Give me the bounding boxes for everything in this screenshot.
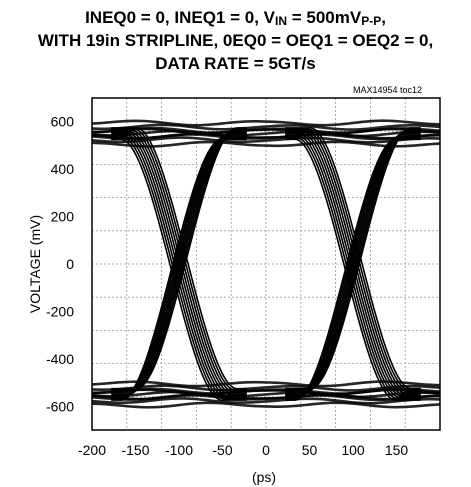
low-level-trace bbox=[92, 390, 440, 399]
chart-title-line2: WITH 19in STRIPLINE, 0EQ0 = OEQ1 = OEQ2 … bbox=[37, 31, 434, 50]
y-tick-label: -400 bbox=[46, 351, 74, 367]
low-level-trace bbox=[92, 388, 440, 396]
falling-edge-trace bbox=[111, 129, 247, 393]
falling-edge-trace bbox=[285, 138, 421, 401]
y-tick-label: -600 bbox=[46, 398, 74, 414]
rising-edge-trace bbox=[285, 128, 421, 391]
high-level-trace bbox=[92, 123, 440, 131]
x-tick-label: -150 bbox=[121, 442, 149, 458]
high-level-trace bbox=[92, 129, 440, 138]
falling-edge-trace bbox=[285, 129, 421, 393]
x-tick-label: 50 bbox=[302, 442, 318, 458]
y-tick-label: 400 bbox=[51, 161, 75, 177]
y-tick-label: 200 bbox=[51, 209, 75, 225]
falling-edge-trace bbox=[111, 131, 247, 394]
falling-edge-trace bbox=[285, 132, 421, 396]
falling-edge-trace bbox=[285, 128, 421, 391]
low-level-trace bbox=[92, 393, 440, 402]
plot-frame bbox=[91, 97, 441, 431]
low-level-trace bbox=[92, 397, 440, 405]
eye-traces bbox=[92, 119, 440, 409]
y-tick-label: 0 bbox=[66, 256, 74, 272]
chart-title-line3: DATA RATE = 5GT/s bbox=[155, 54, 316, 73]
x-tick-labels: -200 -150 -100 -50 0 50 100 150 bbox=[78, 442, 408, 458]
y-axis-label: VOLTAGE (mV) bbox=[27, 215, 43, 313]
x-tick-label: 0 bbox=[262, 442, 270, 458]
rising-edge-trace bbox=[285, 127, 421, 390]
high-level-trace bbox=[92, 127, 440, 135]
x-tick-label: -50 bbox=[212, 442, 232, 458]
rising-edge-trace bbox=[111, 128, 247, 391]
high-level-trace bbox=[92, 133, 440, 141]
chart-title-line1: INEQ0 = 0, INEQ1 = 0, VIN = 500mVP-P, bbox=[85, 8, 386, 28]
falling-edge-trace bbox=[111, 138, 247, 401]
falling-edge-trace bbox=[285, 127, 421, 390]
falling-edge-trace bbox=[111, 132, 247, 396]
falling-edge-trace bbox=[111, 128, 247, 391]
x-tick-label: 150 bbox=[385, 442, 409, 458]
y-tick-labels: 600 400 200 0 -200 -400 -600 bbox=[46, 114, 74, 415]
y-tick-label: 600 bbox=[51, 114, 75, 130]
x-tick-label: 100 bbox=[341, 442, 365, 458]
x-tick-label: -100 bbox=[165, 442, 193, 458]
high-level-trace bbox=[92, 119, 440, 127]
low-level-trace bbox=[92, 401, 440, 409]
y-tick-label: -200 bbox=[46, 303, 74, 319]
falling-edge-trace bbox=[285, 131, 421, 394]
falling-edge-trace bbox=[111, 127, 247, 390]
figure-tag: MAX14954 toc12 bbox=[353, 85, 423, 95]
x-axis-label: (ps) bbox=[252, 469, 276, 485]
x-tick-label: -200 bbox=[78, 442, 106, 458]
rising-edge-trace bbox=[111, 127, 247, 390]
